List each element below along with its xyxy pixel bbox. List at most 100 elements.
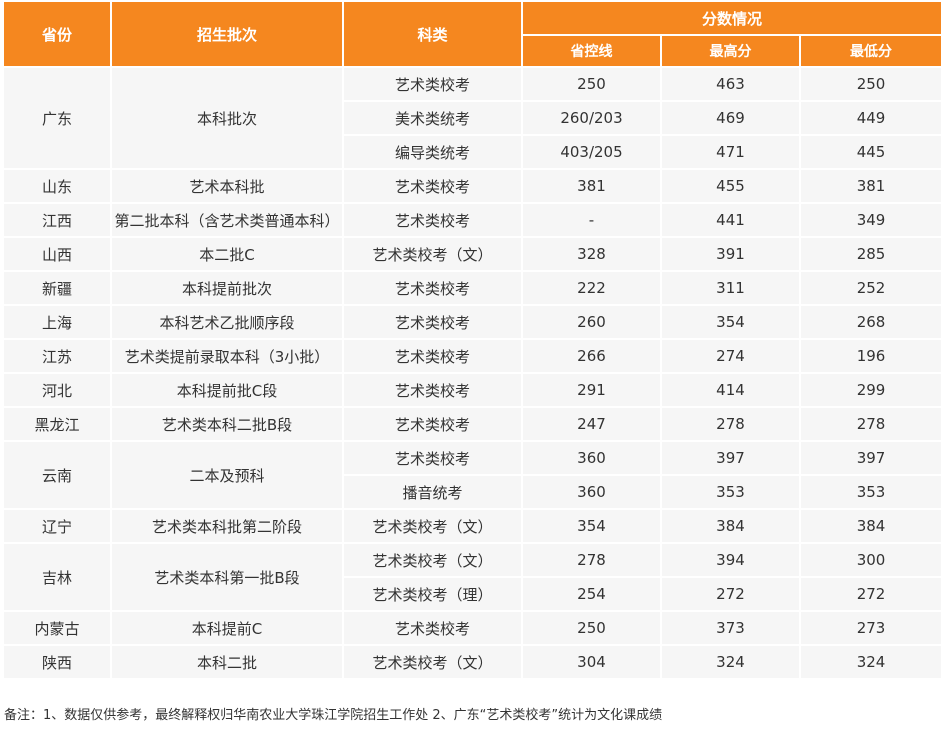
cell-min: 445 <box>801 136 942 170</box>
cell-min: 353 <box>801 476 942 510</box>
cell-min: 250 <box>801 68 942 102</box>
table-row: 山东 艺术本科批 艺术类校考 381 455 381 <box>4 170 942 204</box>
cell-province: 上海 <box>4 306 112 340</box>
cell-min: 449 <box>801 102 942 136</box>
cell-control-line: 260 <box>523 306 662 340</box>
header-batch: 招生批次 <box>112 2 344 68</box>
cell-batch: 本科批次 <box>112 68 344 170</box>
cell-max: 391 <box>662 238 801 272</box>
cell-min: 278 <box>801 408 942 442</box>
cell-province: 广东 <box>4 68 112 170</box>
cell-batch: 本科艺术乙批顺序段 <box>112 306 344 340</box>
cell-province: 内蒙古 <box>4 612 112 646</box>
cell-province: 吉林 <box>4 544 112 612</box>
cell-control-line: 328 <box>523 238 662 272</box>
table-row: 美术类统考 260/203 469 449 <box>4 102 942 136</box>
cell-min: 268 <box>801 306 942 340</box>
cell-category: 播音统考 <box>344 476 523 510</box>
cell-control-line: 278 <box>523 544 662 578</box>
cell-min: 384 <box>801 510 942 544</box>
cell-max: 469 <box>662 102 801 136</box>
cell-batch: 二本及预科 <box>112 442 344 510</box>
footnote: 备注：1、数据仅供参考，最终解释权归华南农业大学珠江学院招生工作处 2、广东“艺… <box>4 708 663 723</box>
cell-max: 354 <box>662 306 801 340</box>
cell-batch: 艺术类本科二批B段 <box>112 408 344 442</box>
cell-control-line: 381 <box>523 170 662 204</box>
cell-category: 艺术类校考 <box>344 612 523 646</box>
table-row: 新疆 本科提前批次 艺术类校考 222 311 252 <box>4 272 942 306</box>
cell-category: 艺术类校考（文） <box>344 510 523 544</box>
cell-min: 252 <box>801 272 942 306</box>
cell-batch: 艺术类本科第一批B段 <box>112 544 344 612</box>
cell-province: 山西 <box>4 238 112 272</box>
cell-control-line: - <box>523 204 662 238</box>
cell-max: 394 <box>662 544 801 578</box>
cell-min: 324 <box>801 646 942 680</box>
cell-category: 艺术类校考（文） <box>344 646 523 680</box>
cell-province: 辽宁 <box>4 510 112 544</box>
cell-province: 河北 <box>4 374 112 408</box>
cell-category: 艺术类校考（理） <box>344 578 523 612</box>
cell-category: 艺术类校考 <box>344 170 523 204</box>
table-row: 辽宁 艺术类本科批第二阶段 艺术类校考（文） 354 384 384 <box>4 510 942 544</box>
cell-max: 441 <box>662 204 801 238</box>
cell-max: 272 <box>662 578 801 612</box>
table-row: 河北 本科提前批C段 艺术类校考 291 414 299 <box>4 374 942 408</box>
header-max: 最高分 <box>662 36 801 68</box>
cell-max: 353 <box>662 476 801 510</box>
cell-max: 274 <box>662 340 801 374</box>
cell-batch: 艺术类本科批第二阶段 <box>112 510 344 544</box>
cell-max: 311 <box>662 272 801 306</box>
cell-max: 384 <box>662 510 801 544</box>
header-category: 科类 <box>344 2 523 68</box>
cell-category: 艺术类校考 <box>344 204 523 238</box>
cell-max: 414 <box>662 374 801 408</box>
cell-category: 艺术类校考（文） <box>344 544 523 578</box>
cell-control-line: 254 <box>523 578 662 612</box>
cell-control-line: 304 <box>523 646 662 680</box>
header-control-line: 省控线 <box>523 36 662 68</box>
cell-control-line: 222 <box>523 272 662 306</box>
table-row: 艺术类校考（理） 254 272 272 <box>4 578 942 612</box>
cell-province: 新疆 <box>4 272 112 306</box>
cell-province: 江西 <box>4 204 112 238</box>
cell-max: 278 <box>662 408 801 442</box>
cell-category: 美术类统考 <box>344 102 523 136</box>
cell-min: 397 <box>801 442 942 476</box>
cell-min: 381 <box>801 170 942 204</box>
cell-min: 285 <box>801 238 942 272</box>
cell-batch: 第二批本科（含艺术类普通本科） <box>112 204 344 238</box>
cell-province: 陕西 <box>4 646 112 680</box>
table-row: 编导类统考 403/205 471 445 <box>4 136 942 170</box>
cell-control-line: 250 <box>523 612 662 646</box>
admission-score-table-container: 省份 招生批次 科类 分数情况 省控线 最高分 最低分 广东 本科批次 艺术类校考 2… <box>4 2 942 680</box>
table-row: 江苏 艺术类提前录取本科（3小批） 艺术类校考 266 274 196 <box>4 340 942 374</box>
admission-score-table: 省份 招生批次 科类 分数情况 省控线 最高分 最低分 广东 本科批次 艺术类校考 2… <box>4 2 942 680</box>
cell-category: 艺术类校考（文） <box>344 238 523 272</box>
cell-control-line: 403/205 <box>523 136 662 170</box>
cell-category: 艺术类校考 <box>344 374 523 408</box>
cell-category: 艺术类校考 <box>344 306 523 340</box>
cell-max: 373 <box>662 612 801 646</box>
cell-batch: 本科二批 <box>112 646 344 680</box>
cell-batch: 本科提前批C段 <box>112 374 344 408</box>
cell-category: 艺术类校考 <box>344 408 523 442</box>
table-row: 黑龙江 艺术类本科二批B段 艺术类校考 247 278 278 <box>4 408 942 442</box>
cell-category: 艺术类校考 <box>344 340 523 374</box>
table-row: 上海 本科艺术乙批顺序段 艺术类校考 260 354 268 <box>4 306 942 340</box>
cell-control-line: 247 <box>523 408 662 442</box>
cell-batch: 本科提前C <box>112 612 344 646</box>
table-row: 内蒙古 本科提前C 艺术类校考 250 373 273 <box>4 612 942 646</box>
cell-batch: 本科提前批次 <box>112 272 344 306</box>
table-row: 广东 本科批次 艺术类校考 250 463 250 <box>4 68 942 170</box>
cell-control-line: 360 <box>523 442 662 476</box>
cell-max: 455 <box>662 170 801 204</box>
cell-control-line: 360 <box>523 476 662 510</box>
cell-min: 196 <box>801 340 942 374</box>
cell-control-line: 291 <box>523 374 662 408</box>
table-row: 山西 本二批C 艺术类校考（文） 328 391 285 <box>4 238 942 272</box>
cell-min: 349 <box>801 204 942 238</box>
cell-min: 273 <box>801 612 942 646</box>
header-province: 省份 <box>4 2 112 68</box>
cell-control-line: 354 <box>523 510 662 544</box>
